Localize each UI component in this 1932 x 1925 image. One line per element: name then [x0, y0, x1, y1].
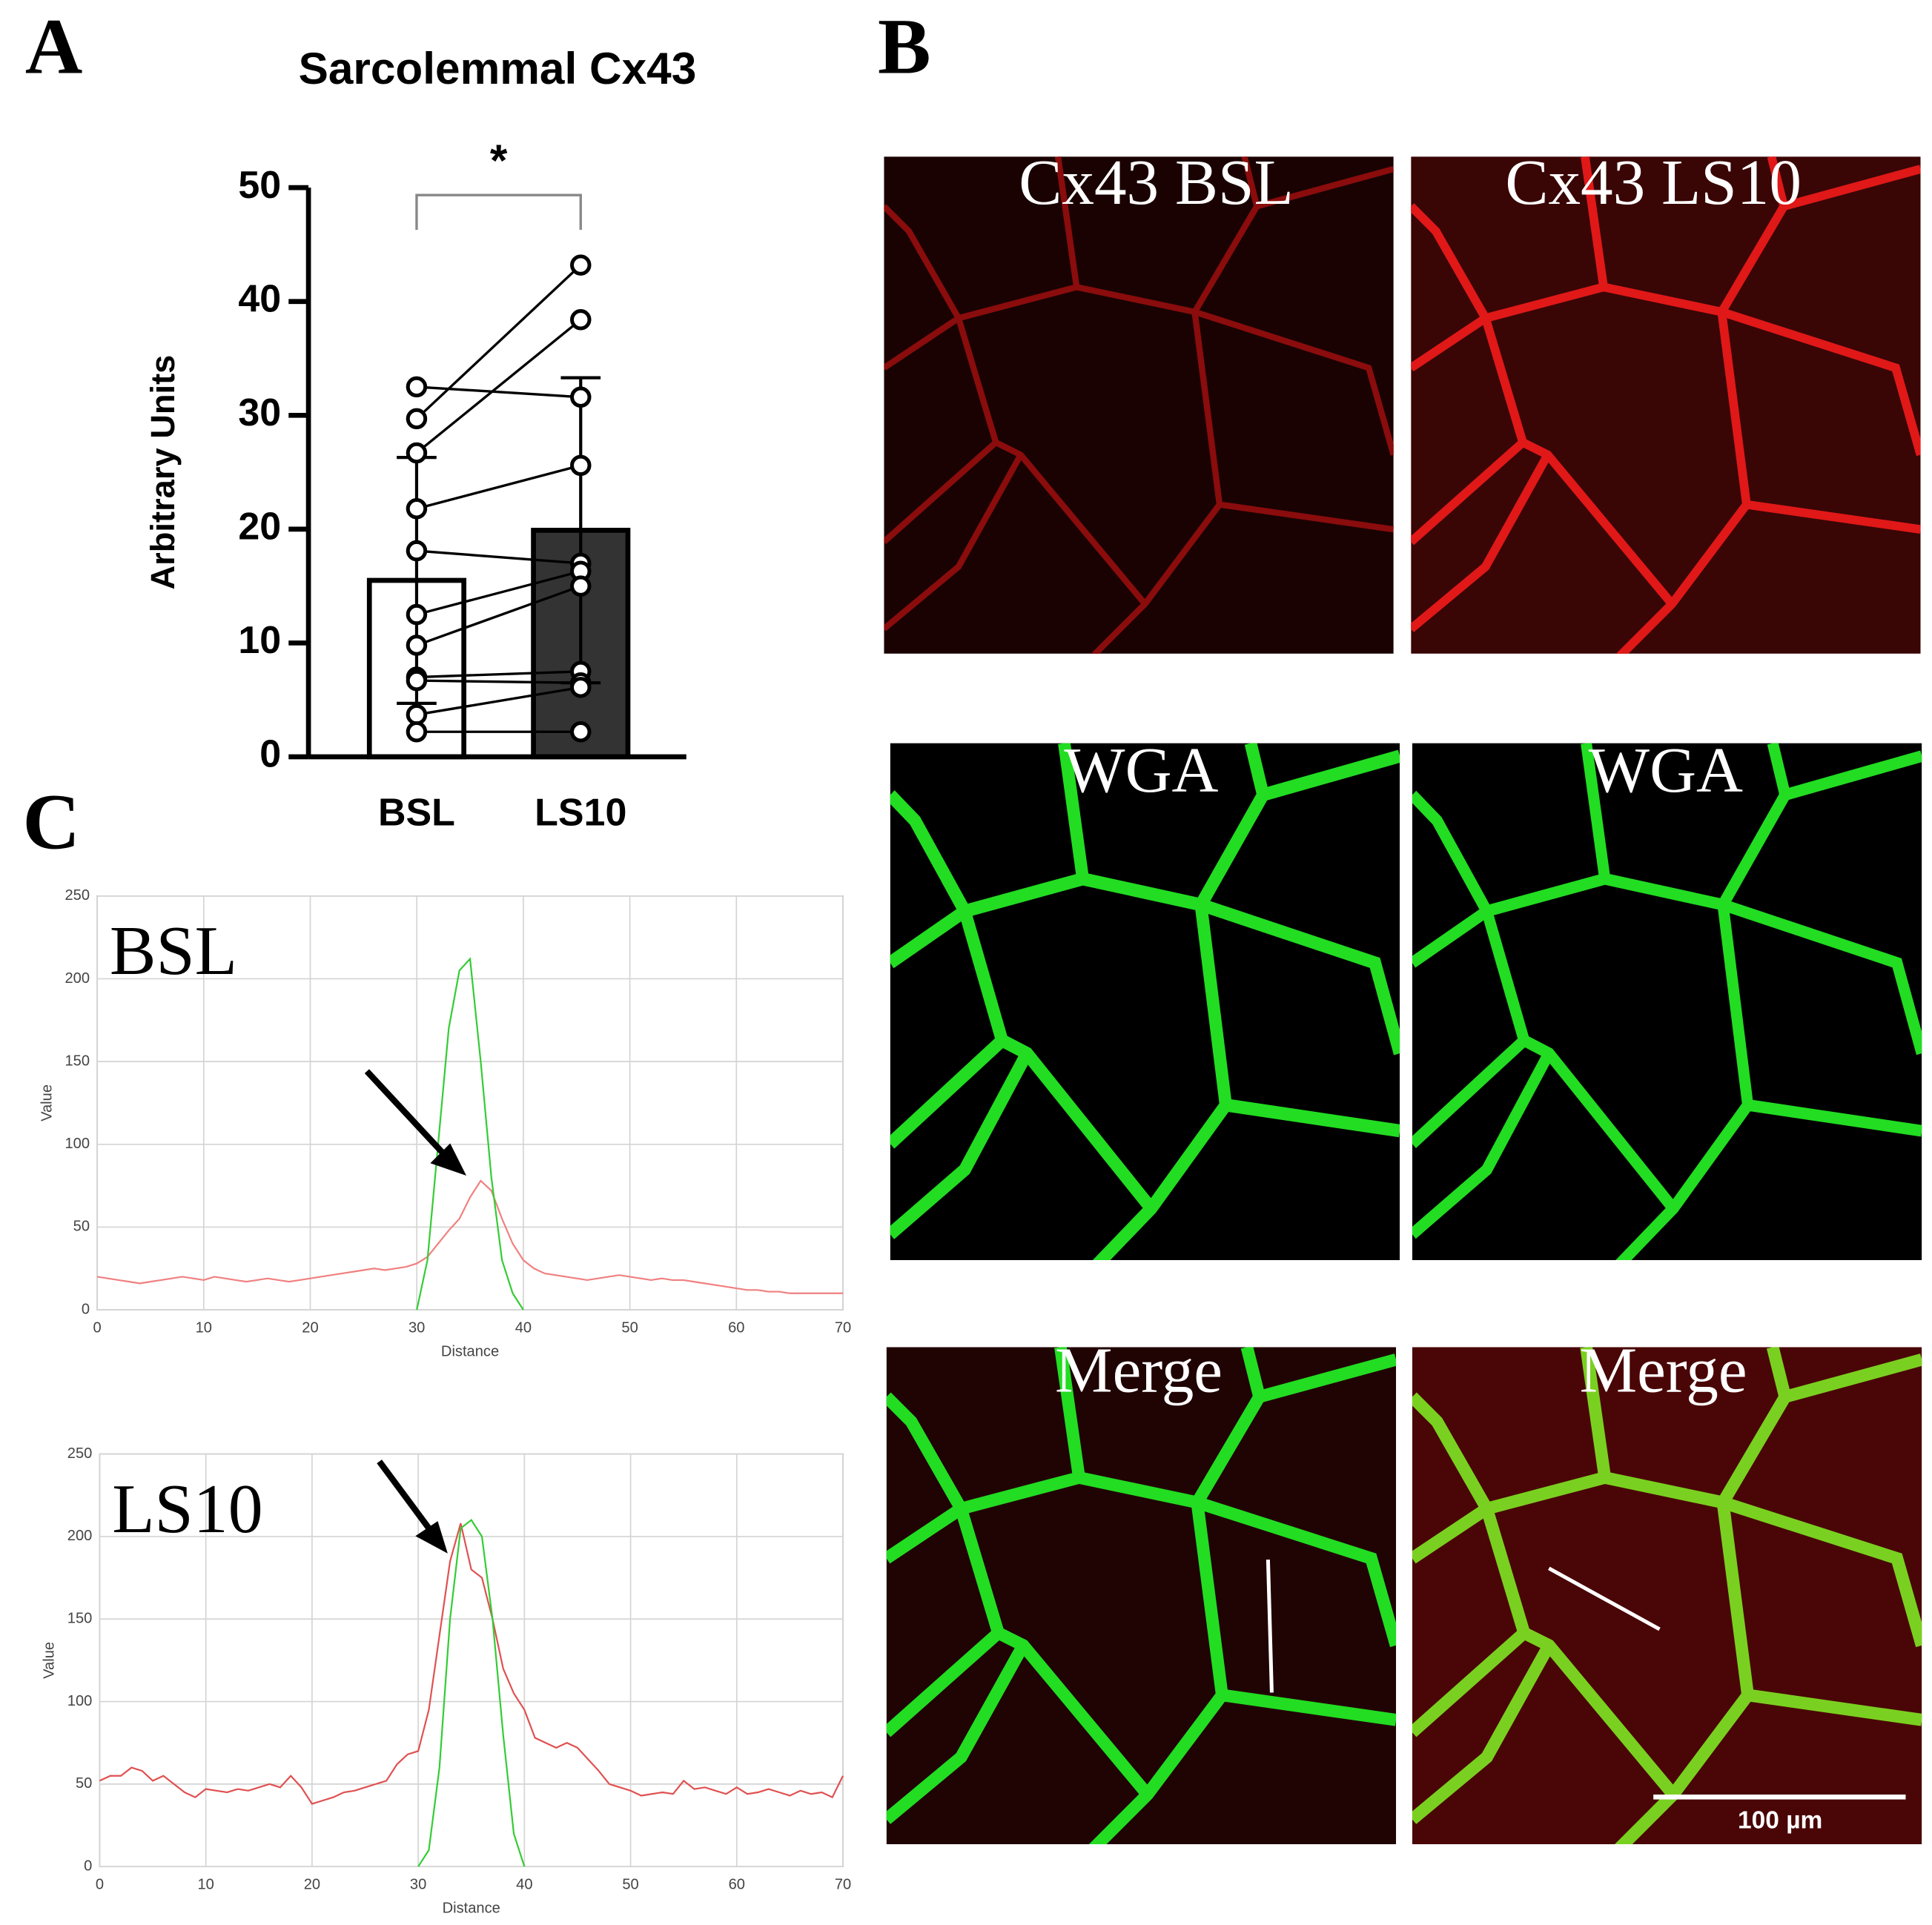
x-tick-label: 30	[410, 1877, 426, 1893]
panel-label: B	[878, 2, 931, 90]
x-tick-label: 0	[96, 1877, 104, 1893]
x-tick-label: 70	[835, 1877, 851, 1893]
data-point	[406, 635, 428, 656]
data-point	[406, 442, 428, 464]
x-tick-label: 60	[729, 1877, 745, 1893]
x-tick-label: 60	[728, 1320, 744, 1336]
x-tick-label: BSL	[378, 792, 455, 835]
data-point	[570, 454, 592, 477]
y-tick-label: 250	[67, 1445, 93, 1462]
x-tick-label: 70	[835, 1320, 851, 1336]
plot-annotation: BSL	[110, 912, 237, 990]
y-tick-label: 150	[64, 1053, 90, 1069]
micrograph	[890, 743, 1400, 1261]
arrow	[364, 1069, 467, 1554]
pair-line	[415, 264, 582, 420]
y-tick-label: 20	[238, 506, 281, 549]
micrograph-label: Merge	[1580, 1334, 1747, 1406]
x-tick-label: 20	[302, 1320, 318, 1336]
pair-line	[416, 549, 581, 565]
panel-label: A	[25, 2, 82, 90]
y-tick-label: 150	[67, 1611, 93, 1627]
x-tick-label: LS10	[535, 792, 626, 835]
y-tick-label: 0	[84, 1858, 92, 1875]
pair-line	[416, 585, 581, 647]
data-point	[570, 309, 592, 331]
x-tick-label: 10	[197, 1877, 214, 1893]
y-tick-label: 200	[64, 970, 90, 987]
line-series	[416, 957, 524, 1311]
data-point	[406, 720, 428, 743]
data-point	[406, 497, 428, 520]
line-series	[96, 1179, 844, 1294]
x-axis-label: Distance	[443, 1901, 500, 1917]
significance-label: *	[490, 135, 508, 185]
y-axis-label: Value	[42, 1642, 58, 1679]
line-series	[99, 1523, 844, 1805]
micrograph-label: Merge	[1055, 1334, 1223, 1406]
y-tick-label: 30	[238, 391, 281, 434]
y-tick-label: 40	[238, 277, 281, 320]
pair-line	[416, 464, 581, 510]
plot-area	[99, 1453, 844, 1868]
data-point	[570, 386, 592, 408]
y-tick-label: 250	[64, 887, 90, 904]
data-point	[570, 575, 592, 597]
pair-line	[416, 679, 581, 684]
pair-line	[416, 686, 581, 716]
data-point	[570, 720, 592, 743]
x-tick-label: 30	[408, 1320, 425, 1336]
y-tick-label: 50	[238, 164, 281, 207]
micrograph	[1412, 743, 1922, 1261]
data-point	[570, 677, 592, 698]
data-point	[406, 603, 428, 626]
y-tick-label: 50	[73, 1219, 90, 1235]
y-tick-label: 10	[238, 619, 281, 662]
data-point	[406, 540, 428, 562]
micrograph-label: WGA	[1589, 734, 1743, 806]
data-point	[406, 669, 428, 692]
x-tick-label: 50	[622, 1877, 638, 1893]
line-series	[417, 1519, 526, 1867]
x-tick-label: 10	[196, 1320, 212, 1336]
panel-label: C	[22, 778, 80, 867]
y-axis-label: Arbitrary Units	[144, 355, 182, 590]
y-axis-label: Value	[39, 1084, 55, 1121]
pair-line	[416, 670, 581, 679]
x-axis-label: Distance	[441, 1343, 499, 1359]
data-point	[570, 254, 592, 276]
pair-line	[416, 385, 581, 399]
x-tick-label: 40	[516, 1877, 532, 1893]
micrograph-label: WGA	[1064, 734, 1218, 806]
x-tick-label: 40	[515, 1320, 532, 1336]
micrograph	[1412, 1347, 1922, 1856]
line-scan	[1548, 1566, 1661, 1631]
data-point	[406, 376, 428, 398]
y-tick-label: 0	[259, 733, 281, 776]
y-tick-label: 50	[76, 1775, 92, 1792]
significance-bracket	[415, 193, 582, 231]
y-tick-label: 200	[67, 1528, 93, 1544]
micrograph	[1411, 156, 1920, 654]
plot-annotation: LS10	[112, 1471, 262, 1548]
scale-bar-label: 100 µm	[1738, 1807, 1822, 1835]
micrograph-label: Cx43 BSL	[1019, 146, 1294, 218]
x-tick-label: 0	[93, 1320, 101, 1336]
data-point	[406, 703, 428, 726]
pair-line	[416, 570, 581, 616]
y-tick-label: 0	[82, 1301, 90, 1317]
pair-line	[415, 319, 582, 454]
line-scan	[1266, 1560, 1274, 1693]
chart-title: Sarcolemmal Cx43	[299, 43, 697, 93]
micrograph-label: Cx43 LS10	[1505, 146, 1802, 218]
y-tick-label: 100	[67, 1693, 93, 1709]
x-tick-label: 50	[621, 1320, 638, 1336]
micrograph	[884, 156, 1393, 654]
y-tick-label: 100	[64, 1136, 90, 1152]
data-point	[406, 408, 428, 430]
micrograph	[887, 1347, 1397, 1856]
x-tick-label: 20	[304, 1877, 320, 1893]
